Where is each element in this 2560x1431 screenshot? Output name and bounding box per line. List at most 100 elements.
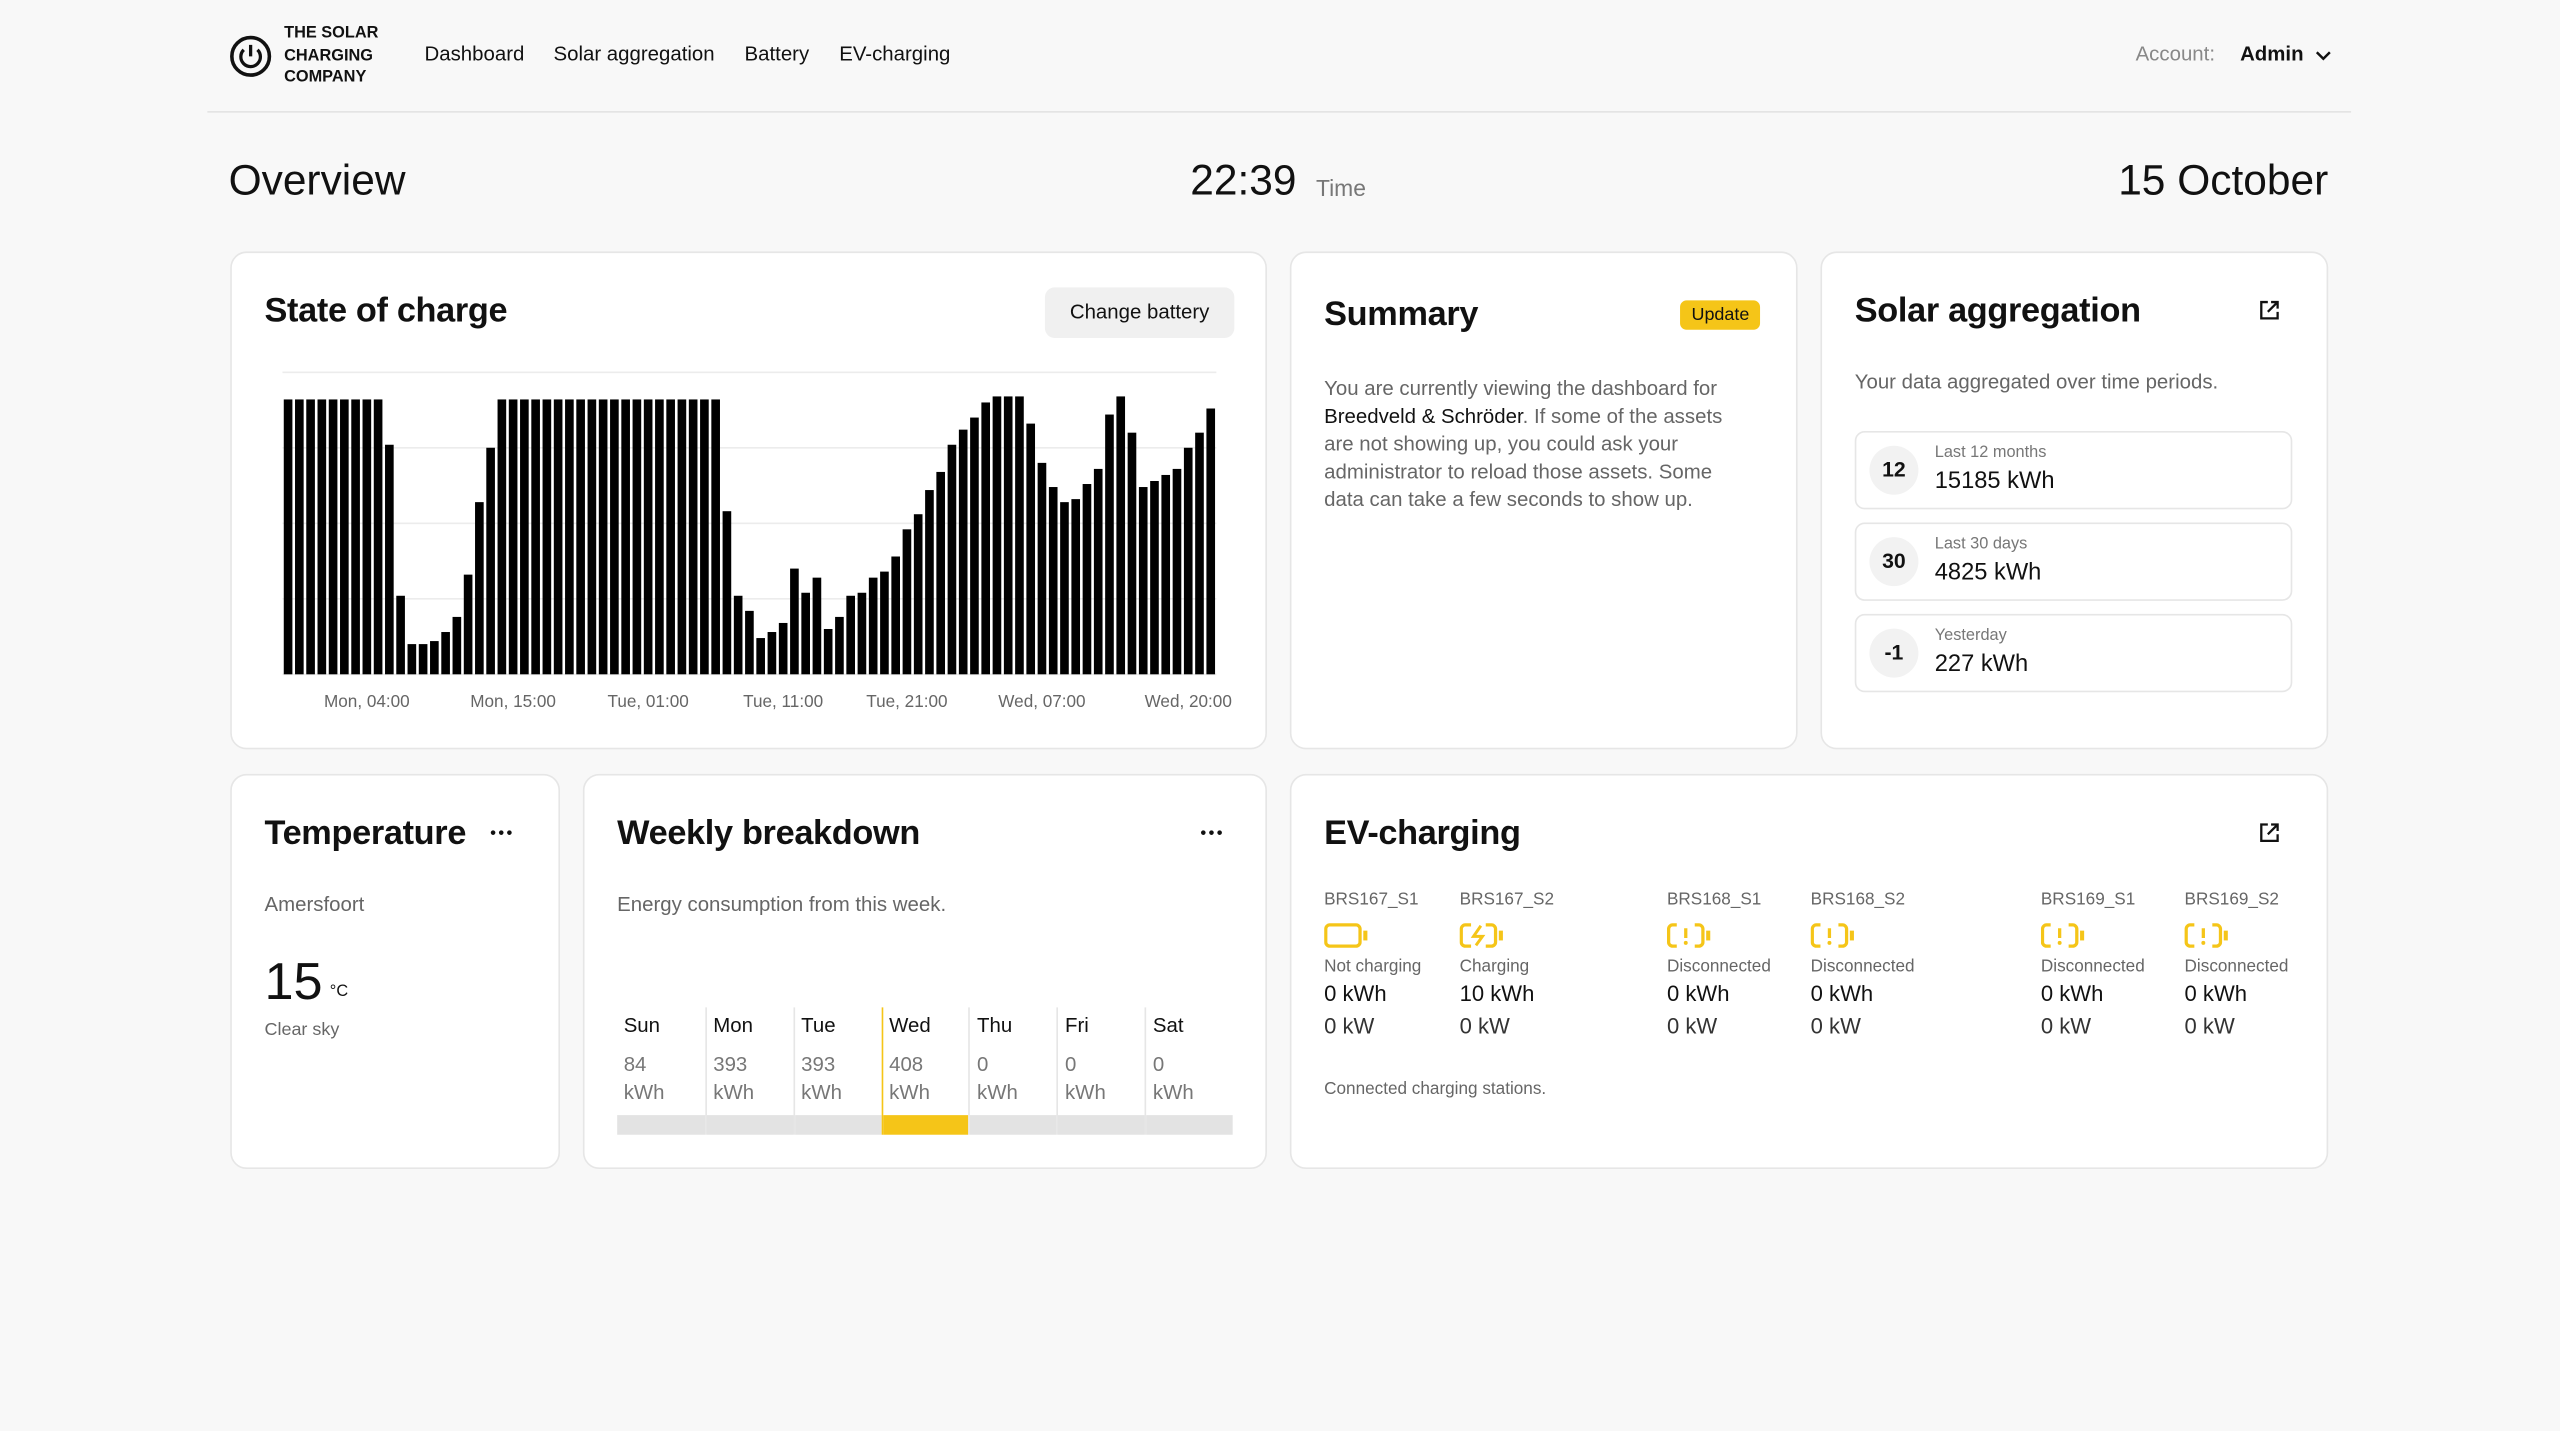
bar [891, 556, 901, 675]
ev-footer: Connected charging stations. [1324, 1079, 1547, 1099]
nav-link[interactable]: EV-charging [839, 42, 951, 66]
state-of-charge-card: State of charge Change battery Mon, 04:0… [230, 251, 1267, 750]
bar [677, 399, 687, 675]
bar [621, 399, 630, 675]
bar [1138, 487, 1148, 675]
bar [846, 595, 855, 675]
bar [306, 399, 315, 675]
date: 15 October [2118, 155, 2329, 205]
bar [880, 571, 889, 675]
station: BRS167_S2 Charging 10 kWh 0 kW [1459, 890, 1607, 1039]
battery-icon [1810, 923, 1854, 948]
station: BRS168_S1 Disconnected 0 kWh 0 kW [1666, 889, 1814, 1038]
battery-icon [2184, 923, 2228, 948]
day-value: 84 [623, 1053, 647, 1076]
bar [1015, 396, 1024, 675]
bar [823, 628, 833, 675]
nav-link[interactable]: Solar aggregation [553, 42, 715, 66]
day-column: Sat 0 kWh [1144, 1007, 1233, 1135]
logo[interactable] [229, 34, 273, 78]
bar [801, 592, 810, 675]
bar [1172, 468, 1182, 675]
bar [385, 444, 394, 675]
station-energy: 0 kWh [2040, 981, 2104, 1006]
open-icon[interactable] [2258, 821, 2281, 844]
day-bar [706, 1115, 793, 1135]
station: BRS169_S1 Disconnected 0 kWh 0 kW [2040, 890, 2188, 1038]
bar [407, 644, 417, 675]
x-tick-label: Wed, 07:00 [998, 691, 1085, 711]
station-power: 0 kW [2184, 1013, 2235, 1039]
bar [902, 529, 912, 675]
day-unit: kWh [623, 1080, 665, 1104]
weekly-card: Weekly breakdown Energy consumption from… [582, 773, 1267, 1170]
day-label: Sun [623, 1013, 661, 1037]
day-column: Fri 0 kWh [1056, 1007, 1145, 1135]
bar [913, 514, 923, 675]
bar [441, 632, 450, 675]
day-value: 393 [801, 1053, 836, 1076]
bar [553, 399, 563, 675]
bar [1127, 432, 1137, 675]
bar [362, 399, 372, 675]
bar [1026, 423, 1036, 675]
bar [283, 399, 293, 675]
bar [1071, 499, 1081, 675]
nav-link[interactable]: Battery [744, 42, 810, 66]
day-label: Sat [1152, 1013, 1184, 1037]
nav-link[interactable]: Dashboard [424, 42, 525, 66]
bar [1082, 484, 1092, 675]
day-column: Mon 393 kWh [705, 1007, 793, 1135]
battery-icon [1666, 923, 1711, 948]
divider [207, 111, 2352, 113]
card-subtitle: Your data aggregated over time periods. [1854, 370, 2219, 394]
bar [452, 616, 462, 675]
station-id: BRS168_S1 [1666, 889, 1762, 910]
x-tick-label: Wed, 20:00 [1145, 691, 1232, 711]
bar [722, 511, 732, 675]
card-title: EV-charging [1324, 814, 1521, 853]
station-energy: 0 kWh [1810, 981, 1874, 1006]
bar [610, 399, 619, 675]
open-icon[interactable] [2258, 299, 2281, 322]
card-subtitle: Energy consumption from this week. [617, 893, 947, 916]
more-button[interactable] [490, 829, 513, 836]
battery-icon [1324, 923, 1368, 948]
station-power: 0 kW [1459, 1013, 1510, 1039]
bar [565, 399, 574, 675]
station-energy: 10 kWh [1459, 981, 1535, 1006]
aggregation-item: 12 Last 12 months 15185 kWh [1854, 431, 2293, 510]
station-power: 0 kW [1324, 1013, 1375, 1039]
bar [688, 399, 698, 675]
bar [475, 502, 484, 675]
bar [1183, 447, 1193, 675]
solar-card: Solar aggregation Your data aggregated o… [1820, 251, 2329, 750]
day-unit: kWh [977, 1080, 1018, 1104]
bar [1105, 414, 1114, 675]
item-value: 4825 kWh [1934, 560, 2042, 587]
day-bar [794, 1115, 881, 1135]
bar [778, 622, 788, 675]
bar [1195, 432, 1204, 675]
bar [531, 399, 540, 675]
change-battery-button[interactable]: Change battery [1044, 287, 1235, 338]
station-energy: 0 kWh [2184, 981, 2248, 1006]
x-tick-label: Tue, 01:00 [608, 691, 689, 711]
station-status: Charging [1459, 956, 1530, 977]
update-badge[interactable]: Update [1680, 300, 1761, 330]
account-dropdown[interactable] [2314, 47, 2334, 63]
aggregation-item: 30 Last 30 days 4825 kWh [1854, 522, 2293, 601]
summary-text-part: . If some of the assets are not showing … [1324, 404, 1723, 512]
day-column: Tue 393 kWh [793, 1007, 881, 1135]
account-name[interactable]: Admin [2240, 42, 2304, 66]
bar [520, 399, 529, 675]
day-column: Sun 84 kWh [617, 1007, 706, 1135]
day-value: 393 [713, 1053, 748, 1076]
day-value: 0 [1064, 1053, 1077, 1076]
bar [542, 399, 552, 675]
bar [925, 490, 934, 675]
page-title: Overview [228, 155, 406, 205]
more-button[interactable] [1200, 829, 1223, 836]
bar [812, 577, 822, 675]
